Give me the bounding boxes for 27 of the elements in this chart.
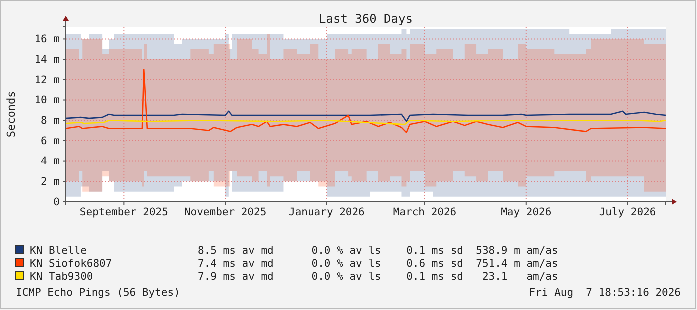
line-series — [65, 110, 667, 122]
line-series — [65, 69, 667, 134]
legend-label: KN_Blelle — [30, 245, 87, 257]
y-tick-label: 4 m — [41, 156, 60, 168]
text: ICMP Echo Pings (56 Bytes) — [16, 287, 180, 299]
y-axis-title: Seconds — [5, 91, 18, 138]
y-tick-label: 8 m — [41, 114, 60, 127]
x-tick-label: March 2026 — [393, 206, 457, 218]
y-tick-label: 10 m — [34, 94, 60, 107]
y-tick-label: 0 — [54, 196, 60, 208]
text: 7.9 ms av md 0.0 % av ls 0.1 ms sd 23.1 am/as — [198, 271, 558, 283]
y-tick-label: 12 m — [34, 74, 60, 86]
x-tick-label: July 2026 — [599, 206, 656, 218]
x-tick-label: January 2026 — [289, 206, 365, 218]
text: 8.5 ms av md 0.0 % av ls 0.1 ms sd 538.9 m am/as — [198, 245, 558, 257]
legend-label: KN_Siofok6807 — [30, 258, 112, 270]
legend-label: KN_Tab9300 — [30, 271, 94, 283]
y-tick-label: 14 m — [34, 54, 60, 66]
chart-title: Last 360 Days — [319, 12, 413, 26]
y-tick-label: 2 m — [41, 176, 60, 188]
x-tick-label: November 2025 — [184, 206, 267, 218]
y-tick-label: 6 m — [41, 135, 60, 148]
x-tick-label: September 2025 — [80, 206, 168, 218]
x-tick-label: May 2026 — [501, 206, 552, 218]
text: Fri Aug 7 18:53:16 2026 — [529, 287, 681, 299]
text: 7.4 ms av md 0.0 % av ls 0.6 ms sd 751.4 m am/as — [198, 258, 558, 270]
y-tick-label: 16 m — [34, 34, 60, 46]
